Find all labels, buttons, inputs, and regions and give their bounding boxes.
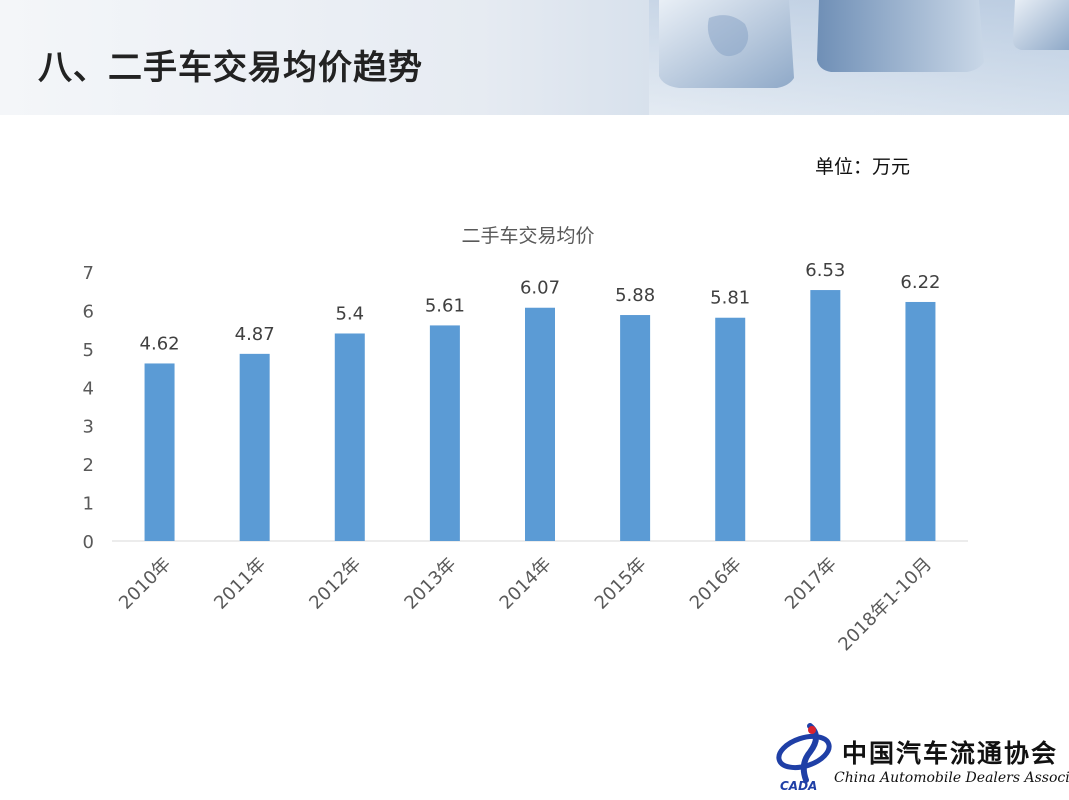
- bar-2017年: [810, 290, 841, 541]
- cada-emblem-icon: CADA: [776, 723, 832, 793]
- logo-english-name: China Automobile Dealers Association: [834, 770, 1069, 786]
- chart-title: 二手车交易均价: [461, 225, 594, 247]
- bar-series: 4.62 4.87 5.4 5.61 6.07 5.88 5.81 6.53 6.22: [140, 260, 940, 541]
- bar-2013年: [429, 325, 460, 541]
- unit-label: 单位：万元: [815, 156, 911, 178]
- data-label: 5.81: [710, 288, 750, 309]
- bar-2010年: [144, 363, 175, 541]
- x-tick-label: 2015年: [591, 554, 651, 614]
- x-tick-label: 2012年: [305, 554, 365, 614]
- data-label: 5.4: [335, 303, 364, 324]
- x-axis: 2010年 2011年 2012年 2013年 2014年 2015年 2016年 2017年…: [115, 554, 936, 656]
- slide-title: 八、二手车交易均价趋势: [38, 48, 423, 88]
- y-tick-label: 6: [83, 301, 94, 322]
- data-label: 5.88: [615, 285, 655, 306]
- cada-logo: CADA 中国汽车流通协会 China Automobile Dealers A…: [776, 722, 1069, 794]
- x-tick-label: 2016年: [686, 554, 746, 614]
- bar-2014年: [525, 307, 555, 541]
- logo-abbr: CADA: [780, 779, 817, 793]
- bar-2012年: [334, 333, 365, 541]
- x-tick-label: 2018年1-10月: [834, 554, 936, 656]
- y-tick-label: 4: [83, 378, 94, 399]
- x-tick-label: 2010年: [115, 554, 175, 614]
- data-label: 6.22: [900, 272, 940, 293]
- x-tick-label: 2017年: [781, 554, 841, 614]
- header-cubes-image: [649, 0, 1069, 115]
- bar-chart: 二手车交易均价 0 1 2 3 4 5 6 7 4.62 4.87 5.4 5.61 6.07 5.88…: [83, 225, 968, 656]
- y-tick-label: 3: [83, 417, 94, 438]
- logo-chinese-name: 中国汽车流通协会: [842, 739, 1059, 768]
- x-tick-label: 2014年: [496, 554, 556, 614]
- y-tick-label: 2: [83, 455, 94, 476]
- x-tick-label: 2011年: [210, 554, 270, 614]
- bar-2016年: [715, 317, 746, 541]
- data-label: 5.61: [425, 295, 465, 316]
- bar-2018年1-10月: [905, 301, 936, 541]
- bar-2015年: [620, 315, 651, 541]
- y-tick-label: 7: [83, 263, 94, 284]
- x-tick-label: 2013年: [400, 554, 460, 614]
- data-label: 6.53: [805, 260, 845, 281]
- data-label: 6.07: [520, 278, 560, 299]
- y-tick-label: 0: [83, 532, 94, 553]
- data-label: 4.87: [235, 324, 275, 345]
- y-tick-label: 1: [83, 494, 94, 515]
- y-tick-label: 5: [83, 340, 94, 361]
- header-banner: 八、二手车交易均价趋势: [0, 0, 1069, 115]
- bar-2011年: [239, 353, 270, 541]
- data-label: 4.62: [140, 333, 180, 354]
